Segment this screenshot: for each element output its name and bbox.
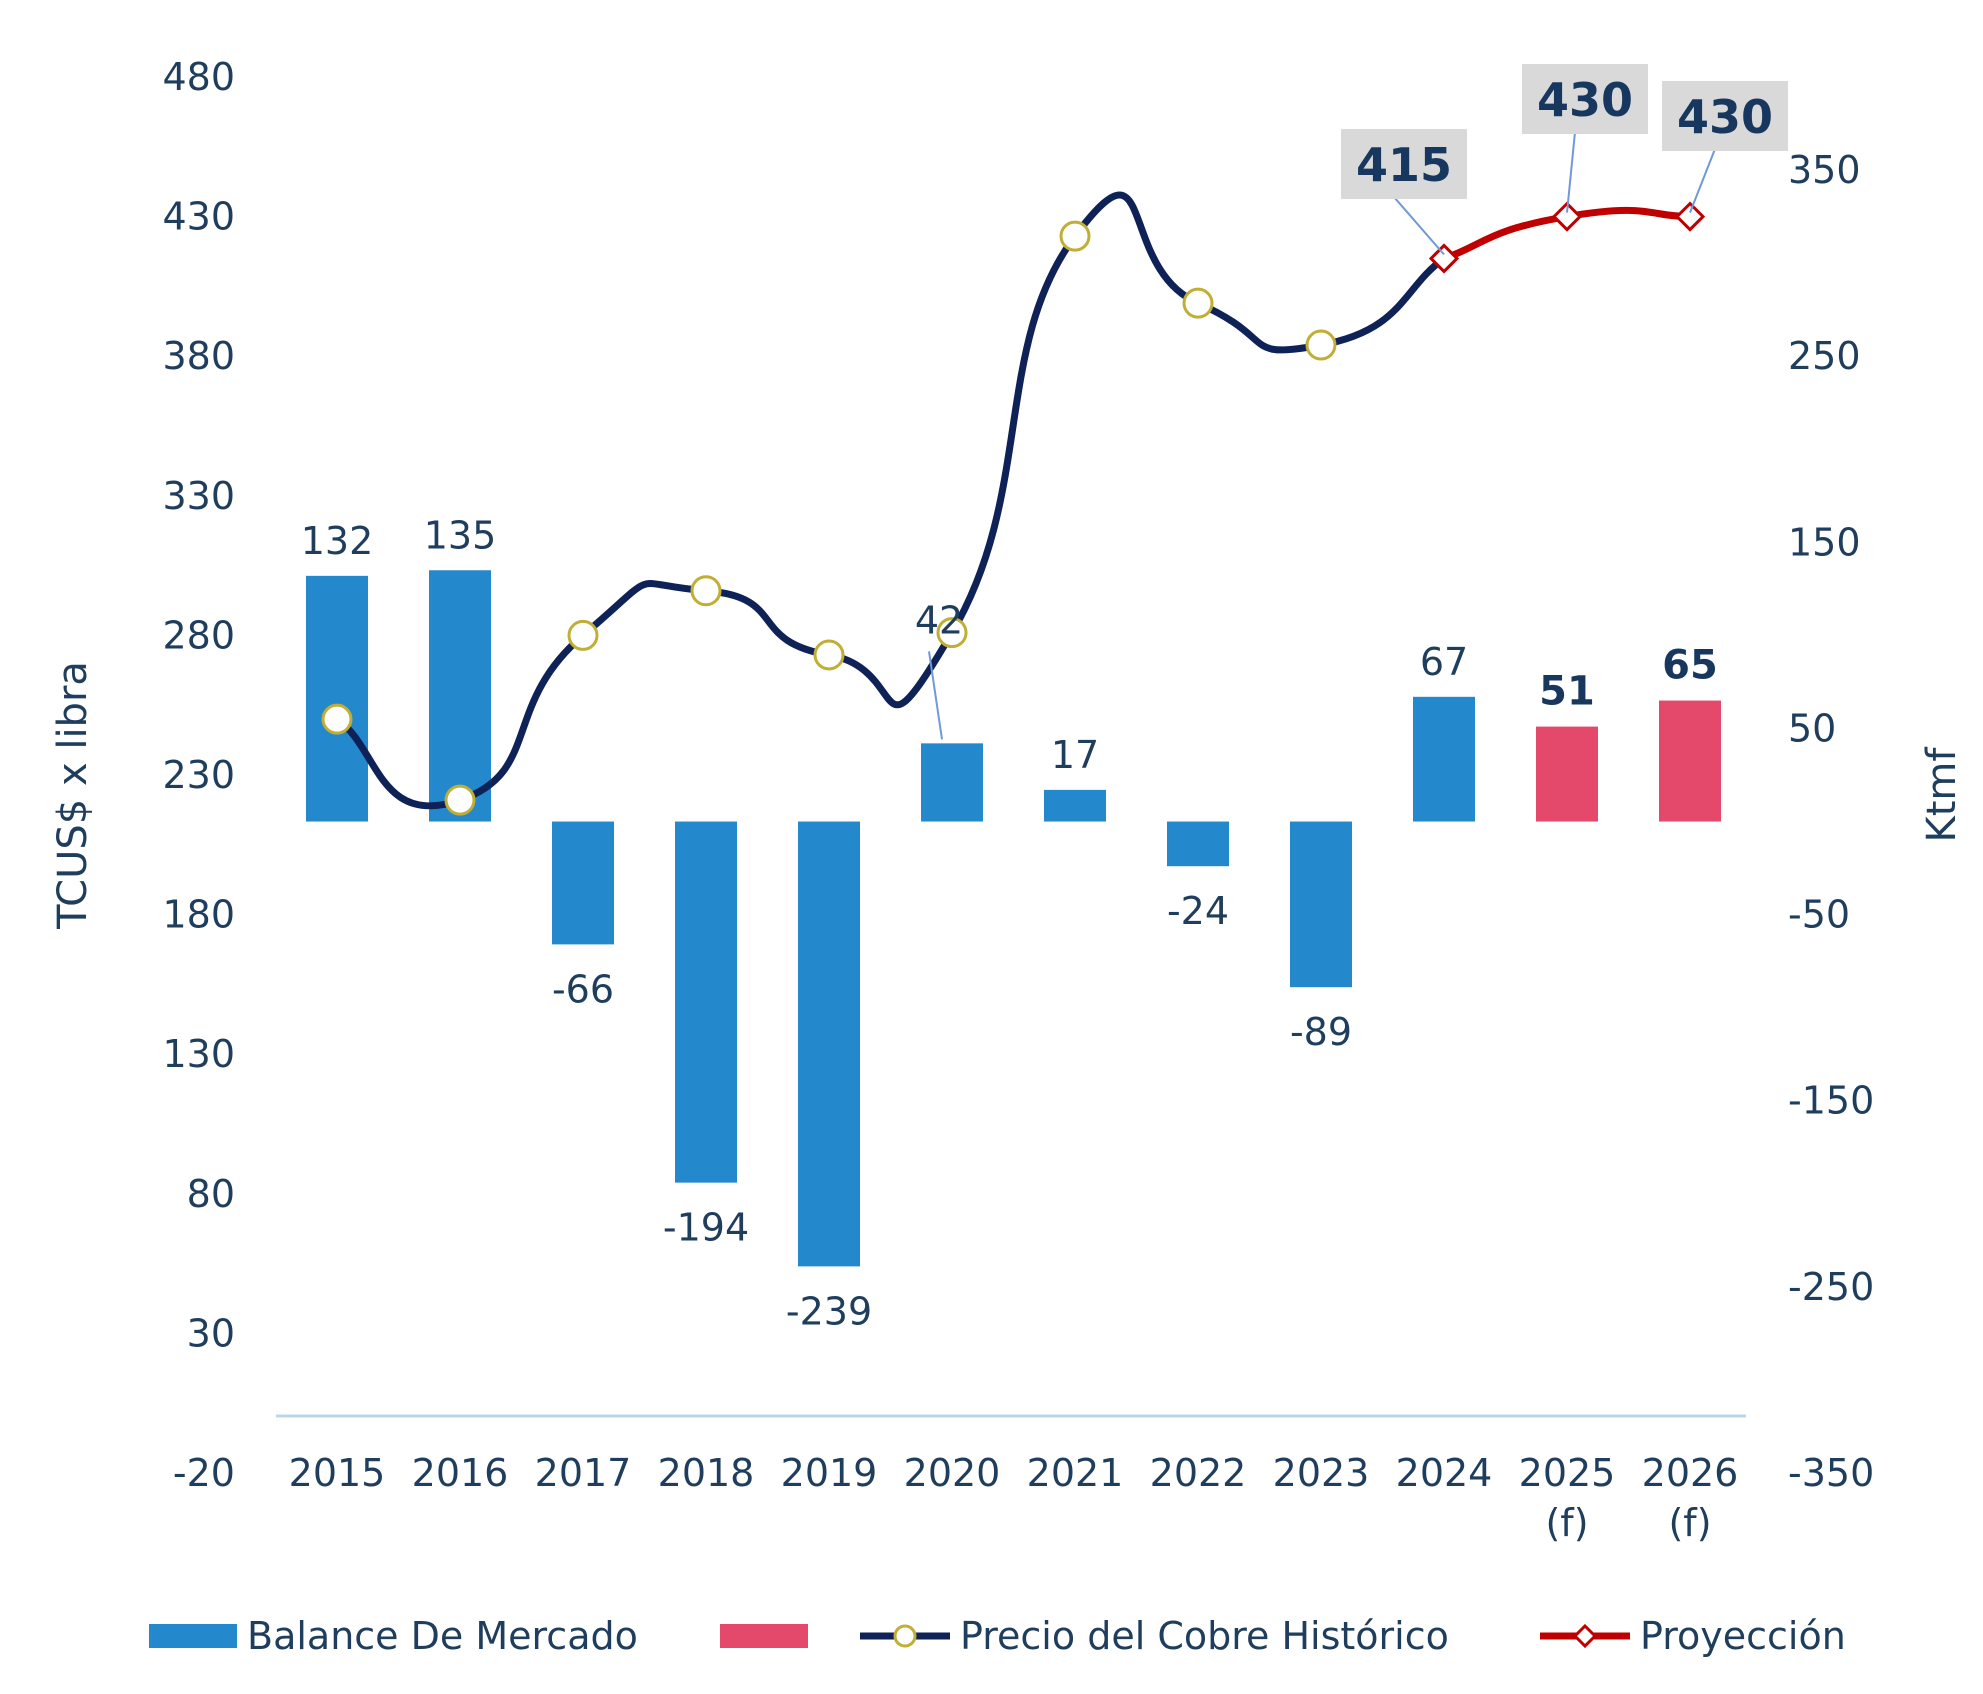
price-point-marker [690, 575, 722, 607]
bar-value-label: -66 [552, 967, 614, 1011]
x-tick-label: 2016 [412, 1451, 509, 1495]
x-tick-label: 2023 [1273, 1451, 1370, 1495]
projection-point-marker [1551, 201, 1583, 232]
callout-leader-line [1393, 196, 1445, 256]
bar [552, 821, 614, 945]
projection-point-marker [1674, 201, 1706, 232]
bar-value-label: 51 [1539, 669, 1595, 715]
bar-value-label: 67 [1420, 640, 1468, 684]
y-right-tick-label: 350 [1788, 148, 1861, 192]
legend-swatch-projection-bars [720, 1624, 808, 1648]
y-left-tick-label: 80 [187, 1172, 235, 1216]
bar [429, 570, 491, 822]
price-point-marker [1305, 329, 1337, 361]
y-left-axis-title: TCUS$ x libra [50, 661, 96, 930]
price-callout-label: 430 [1677, 90, 1773, 144]
bar-value-label: -194 [663, 1206, 749, 1250]
y-left-tick-label: 130 [162, 1032, 235, 1076]
labels-layer: 132 135 -66 -194 -239 42 17 -24 -89 67 51 65 415 430 4… [301, 64, 1788, 1333]
y-right-tick-label: 50 [1788, 706, 1836, 750]
label-leader-line [928, 651, 943, 740]
y-right-tick-label: -350 [1788, 1451, 1874, 1495]
price-point-marker [813, 639, 845, 671]
bar-value-label: 17 [1051, 733, 1099, 777]
bar-value-label: 132 [301, 519, 374, 563]
x-tick-label: 2022 [1150, 1451, 1247, 1495]
y-left-tick-label: -20 [173, 1451, 235, 1495]
bar-value-label: -24 [1167, 889, 1229, 933]
y-left-tick-label: 280 [162, 613, 235, 657]
y-left-tick-label: 180 [162, 893, 235, 937]
y-right-tick-label: -50 [1788, 893, 1850, 937]
y-left-tick-label: 230 [162, 753, 235, 797]
bar-value-label: 65 [1662, 643, 1718, 689]
projection-point-marker [1428, 243, 1460, 274]
y-left-tick-label: 30 [187, 1311, 235, 1355]
price-point-marker [567, 619, 599, 651]
y-right-tick-label: 150 [1788, 520, 1861, 564]
bar [1290, 821, 1352, 988]
bar [798, 821, 860, 1267]
y-left-tick-label: 380 [162, 334, 235, 378]
price-callout-label: 430 [1537, 73, 1633, 127]
lines-layer [333, 191, 1694, 810]
legend-label-projection: Proyección [1640, 1614, 1846, 1658]
y-right-tick-label: -250 [1788, 1265, 1874, 1309]
y-right-axis-title: Ktmf [1919, 747, 1965, 843]
bars-layer [306, 570, 1721, 1267]
x-tick-label: 2021 [1027, 1451, 1124, 1495]
legend-marker-historic [893, 1624, 917, 1648]
bar-value-label: 42 [915, 598, 963, 642]
axes-layer: -20 30 80 130 180 230 280 330 380 430 480 -350 -250 -… [50, 55, 1965, 1545]
y-left-tick-label: 480 [162, 55, 235, 99]
price-point-marker [1182, 287, 1214, 319]
x-tick-label: 2025 (f) [1519, 1451, 1616, 1545]
legend-marker-projection [1572, 1623, 1598, 1649]
price-point-marker [936, 617, 968, 649]
x-tick-label: 2024 [1396, 1451, 1493, 1495]
bar [306, 575, 368, 822]
price-point-marker [321, 703, 353, 735]
legend-label-historic: Precio del Cobre Histórico [960, 1614, 1449, 1658]
bar [1167, 821, 1229, 867]
historic-price-line [333, 191, 1448, 810]
y-left-tick-label: 430 [162, 195, 235, 239]
bar [1659, 700, 1721, 822]
price-callout-box [1522, 64, 1648, 134]
bar [1413, 696, 1475, 822]
y-left-tick-label: 330 [162, 474, 235, 518]
callout-leader-line [1566, 131, 1576, 213]
bar [921, 743, 983, 822]
x-tick-label: 2017 [535, 1451, 632, 1495]
price-point-marker [444, 784, 476, 816]
callout-leader-line [1689, 148, 1716, 213]
price-callout-box [1341, 129, 1467, 199]
bar-value-label: -239 [786, 1289, 872, 1333]
x-tick-label: 2019 [781, 1451, 878, 1495]
bar [1536, 726, 1598, 822]
bar [1044, 789, 1106, 822]
markers-layer [321, 201, 1706, 816]
bar-value-label: 135 [424, 513, 497, 557]
price-callout-box [1662, 81, 1788, 151]
x-tick-label: 2020 [904, 1451, 1001, 1495]
x-tick-label: 2018 [658, 1451, 755, 1495]
x-tick-label: 2015 [289, 1451, 386, 1495]
legend: Balance De Mercado Precio del Cobre Histó… [149, 1614, 1846, 1658]
y-right-tick-label: 250 [1788, 334, 1861, 378]
bar-value-label: -89 [1290, 1010, 1352, 1054]
legend-label-balance: Balance De Mercado [247, 1614, 638, 1658]
price-point-marker [1059, 220, 1091, 252]
legend-swatch-balance [149, 1624, 237, 1648]
price-callout-label: 415 [1356, 138, 1452, 192]
y-right-tick-label: -150 [1788, 1079, 1874, 1123]
x-tick-label: 2026 (f) [1642, 1451, 1739, 1545]
bar [675, 821, 737, 1183]
